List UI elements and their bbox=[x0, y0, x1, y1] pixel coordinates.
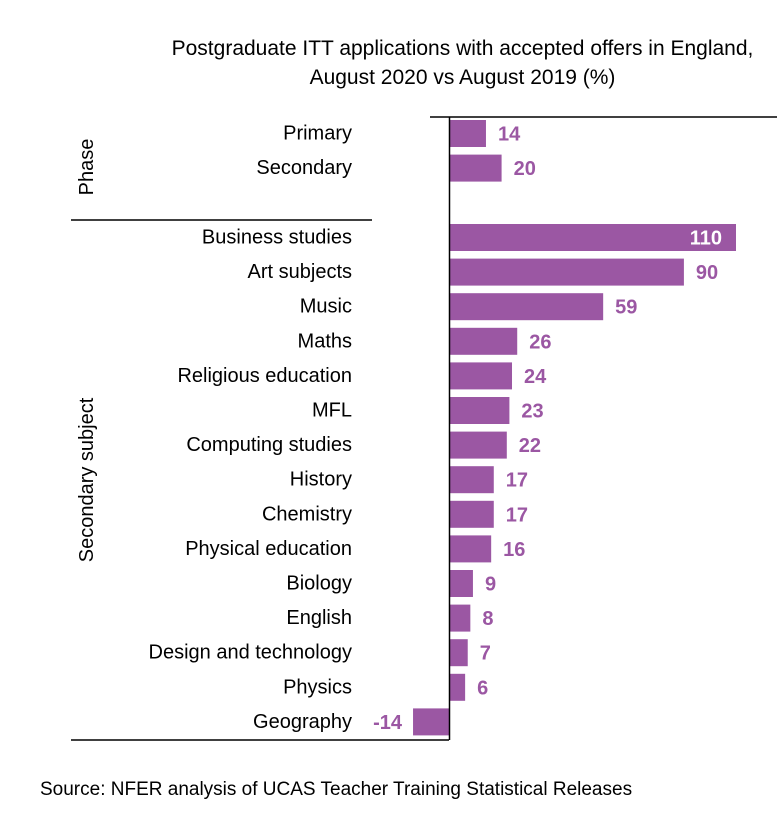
category-label-physical-education: Physical education bbox=[185, 538, 352, 560]
category-label-physics: Physics bbox=[283, 676, 352, 698]
bar-physical-education bbox=[449, 535, 492, 563]
bar-physics bbox=[449, 673, 466, 701]
value-label-art-subjects: 90 bbox=[696, 262, 718, 284]
bar-music bbox=[449, 293, 604, 321]
category-label-art-subjects: Art subjects bbox=[248, 261, 352, 283]
bar-secondary bbox=[449, 154, 502, 182]
category-label-mfl: MFL bbox=[312, 400, 352, 422]
bar-geography bbox=[413, 708, 450, 736]
bar-biology bbox=[449, 570, 473, 597]
bar-design-and-technology bbox=[449, 639, 468, 667]
bar-maths bbox=[449, 327, 518, 355]
value-label-computing-studies: 22 bbox=[519, 435, 541, 457]
value-label-english: 8 bbox=[482, 608, 493, 630]
category-label-religious-education: Religious education bbox=[177, 365, 352, 387]
value-label-secondary: 20 bbox=[514, 158, 536, 180]
group-label-secondary-subject: Secondary subject bbox=[76, 397, 98, 562]
value-label-history: 17 bbox=[506, 470, 528, 492]
category-label-maths: Maths bbox=[298, 330, 352, 352]
category-label-history: History bbox=[290, 469, 352, 491]
value-label-design-and-technology: 7 bbox=[480, 643, 491, 665]
value-label-geography: -14 bbox=[373, 712, 403, 734]
category-label-primary: Primary bbox=[283, 123, 352, 145]
bar-art-subjects bbox=[449, 258, 684, 286]
value-label-physics: 6 bbox=[477, 677, 488, 699]
bar-english bbox=[449, 604, 471, 632]
value-label-mfl: 23 bbox=[521, 401, 543, 423]
bar-chemistry bbox=[449, 500, 494, 528]
value-label-chemistry: 17 bbox=[506, 504, 528, 526]
category-label-design-and-technology: Design and technology bbox=[149, 642, 352, 664]
value-label-religious-education: 24 bbox=[524, 366, 547, 388]
category-label-business-studies: Business studies bbox=[202, 227, 352, 249]
chart-title: Postgraduate ITT applications with accep… bbox=[171, 37, 754, 89]
source-note: Source: NFER analysis of UCAS Teacher Tr… bbox=[40, 779, 633, 800]
value-label-music: 59 bbox=[615, 297, 637, 319]
bar-business-studies bbox=[449, 224, 736, 251]
category-label-geography: Geography bbox=[253, 711, 352, 733]
group-label-phase: Phase bbox=[76, 139, 98, 196]
category-label-english: English bbox=[286, 607, 352, 629]
bar-history bbox=[449, 466, 494, 494]
bar-primary bbox=[449, 120, 486, 147]
value-label-biology: 9 bbox=[485, 574, 496, 596]
category-label-secondary: Secondary bbox=[256, 157, 352, 179]
category-label-chemistry: Chemistry bbox=[262, 503, 352, 525]
bar-computing-studies bbox=[449, 431, 507, 459]
category-label-biology: Biology bbox=[286, 573, 352, 595]
value-label-maths: 26 bbox=[529, 331, 551, 353]
category-label-computing-studies: Computing studies bbox=[186, 434, 352, 456]
bar-religious-education bbox=[449, 362, 513, 390]
value-label-business-studies: 110 bbox=[690, 228, 722, 250]
value-label-primary: 14 bbox=[498, 124, 521, 146]
category-label-music: Music bbox=[300, 296, 352, 318]
value-label-physical-education: 16 bbox=[503, 539, 525, 561]
bar-mfl bbox=[449, 397, 510, 424]
